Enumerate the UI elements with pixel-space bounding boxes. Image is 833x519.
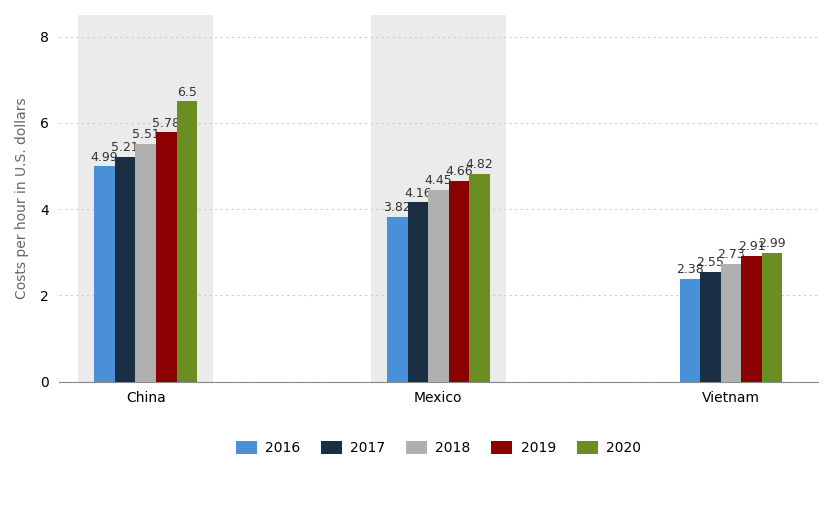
Text: 2.38: 2.38 xyxy=(676,263,704,276)
Text: 5.21: 5.21 xyxy=(112,141,139,154)
Bar xyxy=(741,256,762,381)
Text: 4.16: 4.16 xyxy=(404,186,431,199)
Text: 2.99: 2.99 xyxy=(758,237,786,250)
Bar xyxy=(78,15,213,381)
Bar xyxy=(701,271,721,381)
Text: 3.82: 3.82 xyxy=(383,201,412,214)
Bar xyxy=(762,253,782,381)
Text: 2.55: 2.55 xyxy=(696,256,725,269)
Bar xyxy=(115,157,136,381)
Bar xyxy=(469,174,490,381)
Text: 4.45: 4.45 xyxy=(425,174,452,187)
Text: 6.5: 6.5 xyxy=(177,86,197,99)
Bar xyxy=(387,217,407,381)
Text: 4.82: 4.82 xyxy=(466,158,493,171)
Bar xyxy=(449,181,469,381)
Bar xyxy=(680,279,701,381)
Bar xyxy=(407,202,428,381)
Bar xyxy=(428,189,449,381)
Bar xyxy=(177,101,197,381)
Text: 4.66: 4.66 xyxy=(445,165,473,178)
Y-axis label: Costs per hour in U.S. dollars: Costs per hour in U.S. dollars xyxy=(15,98,29,299)
Text: 5.78: 5.78 xyxy=(152,117,180,130)
Bar xyxy=(136,144,156,381)
Bar xyxy=(156,132,177,381)
Bar xyxy=(94,167,115,381)
Text: 2.73: 2.73 xyxy=(717,248,745,261)
Bar xyxy=(721,264,741,381)
Text: 5.51: 5.51 xyxy=(132,128,160,141)
Legend: 2016, 2017, 2018, 2019, 2020: 2016, 2017, 2018, 2019, 2020 xyxy=(236,441,641,455)
Text: 4.99: 4.99 xyxy=(91,151,118,164)
Bar xyxy=(372,15,506,381)
Text: 2.91: 2.91 xyxy=(738,240,766,253)
